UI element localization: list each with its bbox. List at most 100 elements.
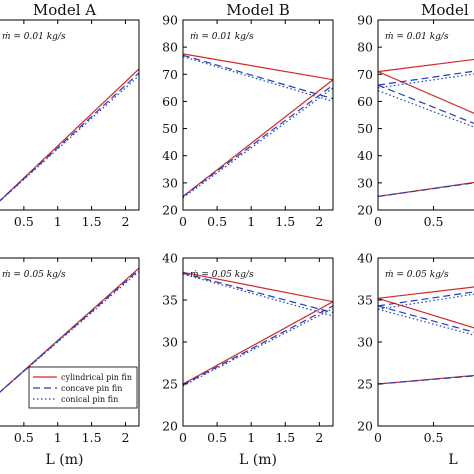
series-line-conical-pin-fin bbox=[378, 293, 474, 310]
y-tick-label: 80 bbox=[357, 40, 373, 55]
y-tick-label: 90 bbox=[162, 13, 178, 28]
series-line-cylindrical-pin-fin bbox=[378, 58, 474, 73]
y-tick-label: 30 bbox=[357, 175, 373, 190]
x-tick-label: 0.5 bbox=[424, 430, 444, 445]
series-line-concave-pin-fin bbox=[183, 272, 333, 314]
y-tick-label: 35 bbox=[162, 293, 178, 308]
x-tick-label: 2 bbox=[315, 430, 323, 445]
y-tick-label: 20 bbox=[162, 203, 178, 218]
panel-title: Model A bbox=[33, 1, 96, 19]
x-tick-label: 1 bbox=[247, 214, 255, 229]
x-tick-label: 0 bbox=[374, 430, 382, 445]
y-tick-label: 90 bbox=[357, 13, 373, 28]
x-tick-label: 1 bbox=[247, 430, 255, 445]
series-line-conical-pin-fin bbox=[0, 75, 139, 202]
panel-1-0: 0.5 1 1.5 2 ṁ = 0.05 kg/s L (m) cylindrical pi… bbox=[0, 257, 140, 468]
legend-entry: cylindrical pin fin bbox=[61, 373, 132, 382]
x-tick-label: 1.5 bbox=[82, 214, 102, 229]
series-line-cylindrical-pin-fin bbox=[378, 71, 474, 114]
x-tick-label: 0.5 bbox=[14, 430, 34, 445]
series-line-cylindrical-pin-fin bbox=[183, 79, 333, 197]
axes-frame bbox=[182, 257, 334, 427]
y-tick-label: 50 bbox=[357, 121, 373, 136]
legend-entry: conical pin fin bbox=[61, 395, 118, 404]
x-tick-label: 1.5 bbox=[275, 214, 295, 229]
axes-frame bbox=[0, 257, 140, 427]
axes-frame bbox=[377, 19, 474, 211]
series-line-cylindrical-pin-fin bbox=[183, 271, 333, 303]
series-line-cylindrical-pin-fin bbox=[378, 286, 474, 299]
y-tick-label: 20 bbox=[357, 419, 373, 434]
panel-0-1: 0 0.5 1 1.5 2 20 30 40 50 60 70 80 90 Model B ṁ = 0.01… bbox=[162, 1, 334, 229]
mass-flow-annotation: ṁ = 0.01 kg/s bbox=[2, 32, 66, 42]
x-axis-label: L (m) bbox=[239, 452, 277, 468]
mass-flow-annotation: ṁ = 0.05 kg/s bbox=[190, 270, 254, 280]
legend-entry: concave pin fin bbox=[61, 384, 122, 393]
x-tick-label: 2 bbox=[315, 214, 323, 229]
x-tick-label: 2 bbox=[121, 430, 129, 445]
x-axis-label: L bbox=[448, 452, 457, 468]
series-line-concave-pin-fin bbox=[183, 305, 333, 386]
x-tick-label: 0 bbox=[374, 214, 382, 229]
series-line-cylindrical-pin-fin bbox=[378, 297, 474, 329]
x-tick-label: 0.5 bbox=[207, 430, 227, 445]
series-line-conical-pin-fin bbox=[183, 307, 333, 387]
x-tick-label: 0.5 bbox=[14, 214, 34, 229]
y-tick-label: 70 bbox=[357, 67, 373, 82]
x-tick-label: 0.5 bbox=[207, 214, 227, 229]
mass-flow-annotation: ṁ = 0.01 kg/s bbox=[385, 32, 449, 42]
mass-flow-annotation: ṁ = 0.05 kg/s bbox=[385, 270, 449, 280]
series-line-conical-pin-fin bbox=[0, 270, 139, 393]
x-tick-label: 1 bbox=[54, 214, 62, 229]
panel-0-2: 0 0.5 20 30 40 50 60 70 80 90 Model C ṁ = 0.01 kg/s bbox=[357, 1, 474, 229]
y-tick-label: 40 bbox=[162, 251, 178, 266]
series-line-cylindrical-pin-fin bbox=[183, 301, 333, 385]
panel-title: Model C bbox=[421, 1, 474, 19]
mass-flow-annotation: ṁ = 0.01 kg/s bbox=[190, 32, 254, 42]
y-tick-label: 40 bbox=[357, 251, 373, 266]
series-line-conical-pin-fin bbox=[183, 273, 333, 317]
y-tick-label: 60 bbox=[162, 94, 178, 109]
series-line-concave-pin-fin bbox=[183, 54, 333, 100]
axes-frame bbox=[377, 257, 474, 427]
x-tick-label: 1 bbox=[54, 430, 62, 445]
y-tick-label: 60 bbox=[357, 94, 373, 109]
series-line-concave-pin-fin bbox=[378, 70, 474, 86]
y-tick-label: 20 bbox=[162, 419, 178, 434]
x-tick-label: 1.5 bbox=[275, 430, 295, 445]
series-line-cylindrical-pin-fin bbox=[183, 53, 333, 81]
y-tick-label: 25 bbox=[162, 377, 178, 392]
series-line-cylindrical-pin-fin bbox=[378, 181, 474, 197]
y-tick-label: 80 bbox=[162, 40, 178, 55]
y-tick-label: 50 bbox=[162, 121, 178, 136]
x-tick-label: 1.5 bbox=[82, 430, 102, 445]
x-tick-label: 0 bbox=[179, 214, 187, 229]
series-line-concave-pin-fin bbox=[378, 291, 474, 307]
panel-1-1: 0 0.5 1 1.5 2 20 25 30 35 40 ṁ = 0.05 kg/s L (m) bbox=[162, 251, 334, 468]
series-line-concave-pin-fin bbox=[378, 182, 474, 197]
series-line-conical-pin-fin bbox=[378, 308, 474, 336]
series-line-conical-pin-fin bbox=[183, 56, 333, 102]
axes-frame bbox=[182, 19, 334, 211]
panel-title: Model B bbox=[226, 1, 289, 19]
y-tick-label: 35 bbox=[357, 293, 373, 308]
y-tick-label: 40 bbox=[162, 148, 178, 163]
x-axis-label: L (m) bbox=[46, 452, 84, 468]
series-line-concave-pin-fin bbox=[378, 84, 474, 125]
x-tick-label: 2 bbox=[121, 214, 129, 229]
series-line-concave-pin-fin bbox=[378, 305, 474, 333]
x-tick-label: 0 bbox=[179, 430, 187, 445]
series-line-conical-pin-fin bbox=[378, 73, 474, 89]
y-tick-label: 30 bbox=[357, 335, 373, 350]
y-tick-label: 30 bbox=[162, 175, 178, 190]
panel-1-2: 0 0.5 20 25 30 35 40 ṁ = 0.05 kg/s L bbox=[357, 251, 474, 468]
mass-flow-annotation: ṁ = 0.05 kg/s bbox=[2, 270, 66, 280]
series-line-concave-pin-fin bbox=[183, 84, 333, 197]
x-tick-label: 0.5 bbox=[424, 214, 444, 229]
y-tick-label: 70 bbox=[162, 67, 178, 82]
series-line-concave-pin-fin bbox=[378, 375, 474, 385]
axes-frame bbox=[0, 19, 140, 211]
y-tick-label: 40 bbox=[357, 148, 373, 163]
series-line-conical-pin-fin bbox=[183, 87, 333, 199]
series-line-cylindrical-pin-fin bbox=[0, 68, 139, 202]
